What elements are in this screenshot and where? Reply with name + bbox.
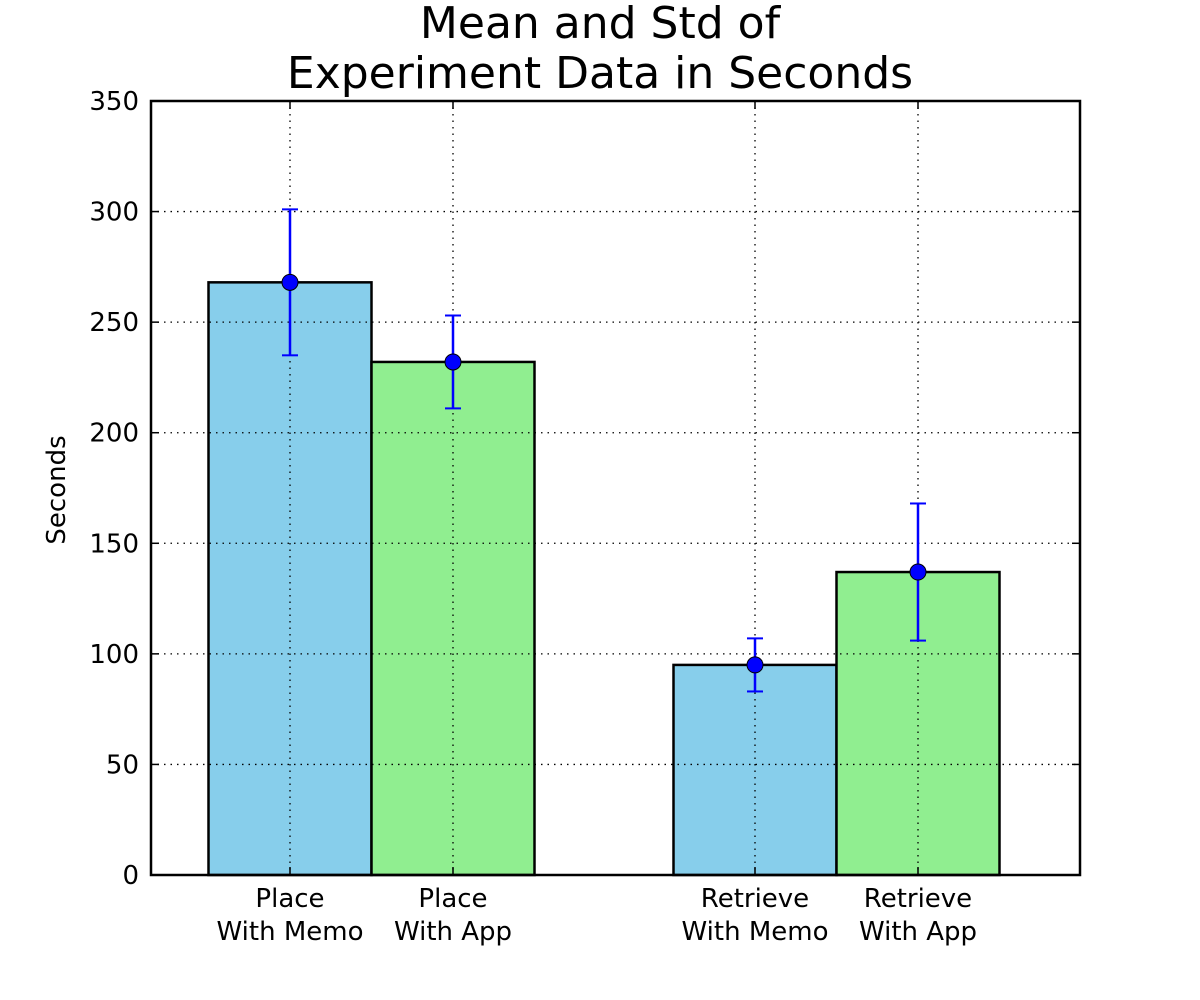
bar-1 — [370, 360, 536, 877]
x-tick-label-3-line2: With App — [859, 917, 977, 947]
x-tick-label-0-line1: Place — [255, 884, 324, 914]
bar-0 — [207, 281, 373, 877]
y-tick-label-1: 50 — [106, 750, 139, 780]
mean-marker-0 — [281, 273, 299, 291]
y-tick-label-6: 300 — [89, 198, 139, 228]
y-tick-label-7: 350 — [89, 87, 139, 117]
y-tick-label-2: 100 — [89, 640, 139, 670]
y-tick-label-0: 0 — [122, 861, 139, 891]
chart-title-line-1: Mean and Std of — [419, 0, 781, 49]
x-tick-label-0-line2: With Memo — [217, 917, 364, 947]
y-tick-label-3: 150 — [89, 529, 139, 559]
x-tick-label-3-line1: Retrieve — [864, 884, 972, 914]
x-tick-label-2-line2: With Memo — [682, 917, 829, 947]
mean-marker-3 — [909, 563, 927, 581]
x-tick-label-2-line1: Retrieve — [701, 884, 809, 914]
mean-marker-1 — [444, 353, 462, 371]
x-tick-label-1-line2: With App — [394, 917, 512, 947]
y-tick-label-5: 250 — [89, 308, 139, 338]
x-tick-label-1-line1: Place — [418, 884, 487, 914]
y-tick-label-4: 200 — [89, 419, 139, 449]
mean-marker-2 — [746, 656, 764, 674]
chart-title-line-2: Experiment Data in Seconds — [286, 48, 914, 99]
axes-frame — [149, 99, 1082, 877]
